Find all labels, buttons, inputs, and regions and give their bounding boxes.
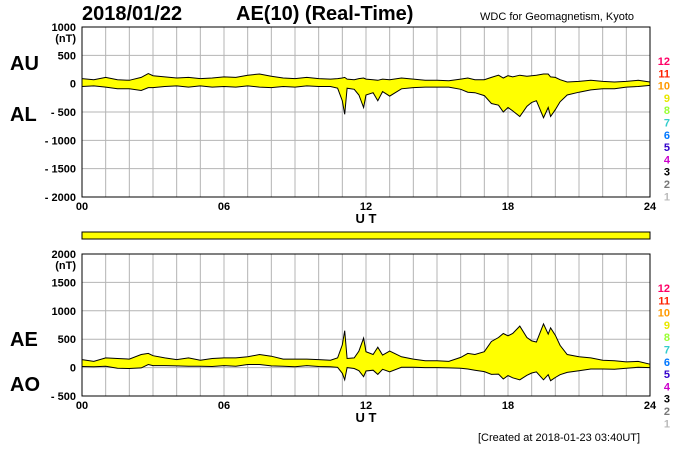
index-label-ao: AO (10, 374, 40, 396)
station-count-label: 5 (664, 142, 670, 154)
x-tick-label: 00 (76, 201, 88, 213)
station-count-label: 6 (664, 130, 670, 142)
y-tick-label: - 500 (51, 391, 76, 403)
station-count-label: 4 (664, 381, 671, 393)
x-tick-label: 24 (644, 400, 657, 412)
x-tick-label: 12 (360, 201, 372, 213)
y-unit-label: (nT) (55, 33, 76, 45)
station-count-label: 5 (664, 369, 670, 381)
y-tick-label: 0 (70, 79, 76, 91)
station-count-label: 12 (658, 283, 670, 295)
y-tick-label: 500 (58, 50, 76, 62)
station-count-label: 9 (664, 320, 670, 332)
x-tick-label: 18 (502, 400, 514, 412)
y-tick-label: 1000 (52, 22, 76, 34)
y-tick-label: - 500 (51, 107, 76, 119)
station-count-label: 11 (658, 68, 670, 80)
station-count-label: 8 (664, 105, 670, 117)
x-axis-label: U T (356, 410, 377, 425)
station-count-label: 1 (664, 191, 670, 203)
plot-date: 2018/01/22 (82, 3, 183, 25)
y-tick-label: 1500 (52, 277, 76, 289)
x-tick-label: 18 (502, 201, 514, 213)
station-count-label: 12 (658, 56, 670, 68)
station-count-label: 10 (658, 81, 670, 93)
index-label-ae: AE (10, 329, 38, 351)
y-tick-label: - 1000 (45, 135, 76, 147)
y-unit-label: (nT) (55, 260, 76, 272)
station-count-label: 3 (664, 167, 670, 179)
series-line-au (81, 72, 651, 83)
panel2-fill-band (82, 323, 650, 381)
created-timestamp: [Created at 2018-01-23 03:40UT] (478, 432, 641, 444)
series-line-al (81, 84, 651, 119)
y-tick-label: 500 (58, 334, 76, 346)
station-count-label: 6 (664, 357, 670, 369)
station-count-label: 7 (664, 118, 670, 130)
station-coverage-bar (81, 231, 651, 240)
y-tick-label: - 2000 (45, 192, 76, 204)
station-count-label: 11 (658, 295, 670, 307)
station-count-label: 4 (664, 154, 671, 166)
series-line-ao (81, 363, 651, 382)
y-tick-label: 0 (70, 363, 76, 375)
x-tick-label: 12 (360, 400, 372, 412)
organization-label: WDC for Geomagnetism, Kyoto (480, 11, 635, 23)
page-title: AE(10) (Real-Time) (236, 3, 414, 25)
panel2-frame (81, 253, 651, 397)
station-count-label: 2 (664, 179, 670, 191)
x-tick-label: 06 (218, 201, 230, 213)
x-tick-label: 24 (644, 201, 657, 213)
x-axis-label: U T (356, 211, 377, 226)
station-count-label: 7 (664, 345, 670, 357)
y-tick-label: - 1500 (45, 164, 76, 176)
index-label-au: AU (10, 53, 39, 75)
panel1-fill-band (82, 73, 650, 118)
station-count-label: 2 (664, 406, 670, 418)
panel1-frame (81, 26, 651, 198)
y-tick-label: 2000 (52, 249, 76, 261)
station-count-label: 10 (658, 308, 670, 320)
series-line-ae (81, 322, 651, 365)
station-count-label: 1 (664, 418, 670, 430)
x-tick-label: 00 (76, 400, 88, 412)
x-tick-label: 06 (218, 400, 230, 412)
index-label-al: AL (10, 104, 37, 126)
station-count-label: 3 (664, 394, 670, 406)
station-count-label: 9 (664, 93, 670, 105)
station-count-label: 8 (664, 332, 670, 344)
y-tick-label: 1000 (52, 306, 76, 318)
